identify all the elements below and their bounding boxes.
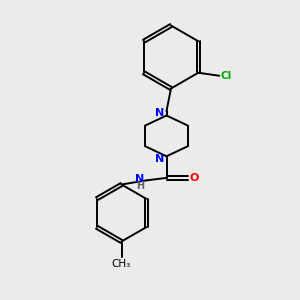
Text: N: N xyxy=(155,154,164,164)
Text: Cl: Cl xyxy=(221,71,232,81)
Text: H: H xyxy=(136,181,145,191)
Text: CH₃: CH₃ xyxy=(112,259,131,269)
Text: O: O xyxy=(190,173,199,183)
Text: N: N xyxy=(135,174,145,184)
Text: N: N xyxy=(155,108,164,118)
